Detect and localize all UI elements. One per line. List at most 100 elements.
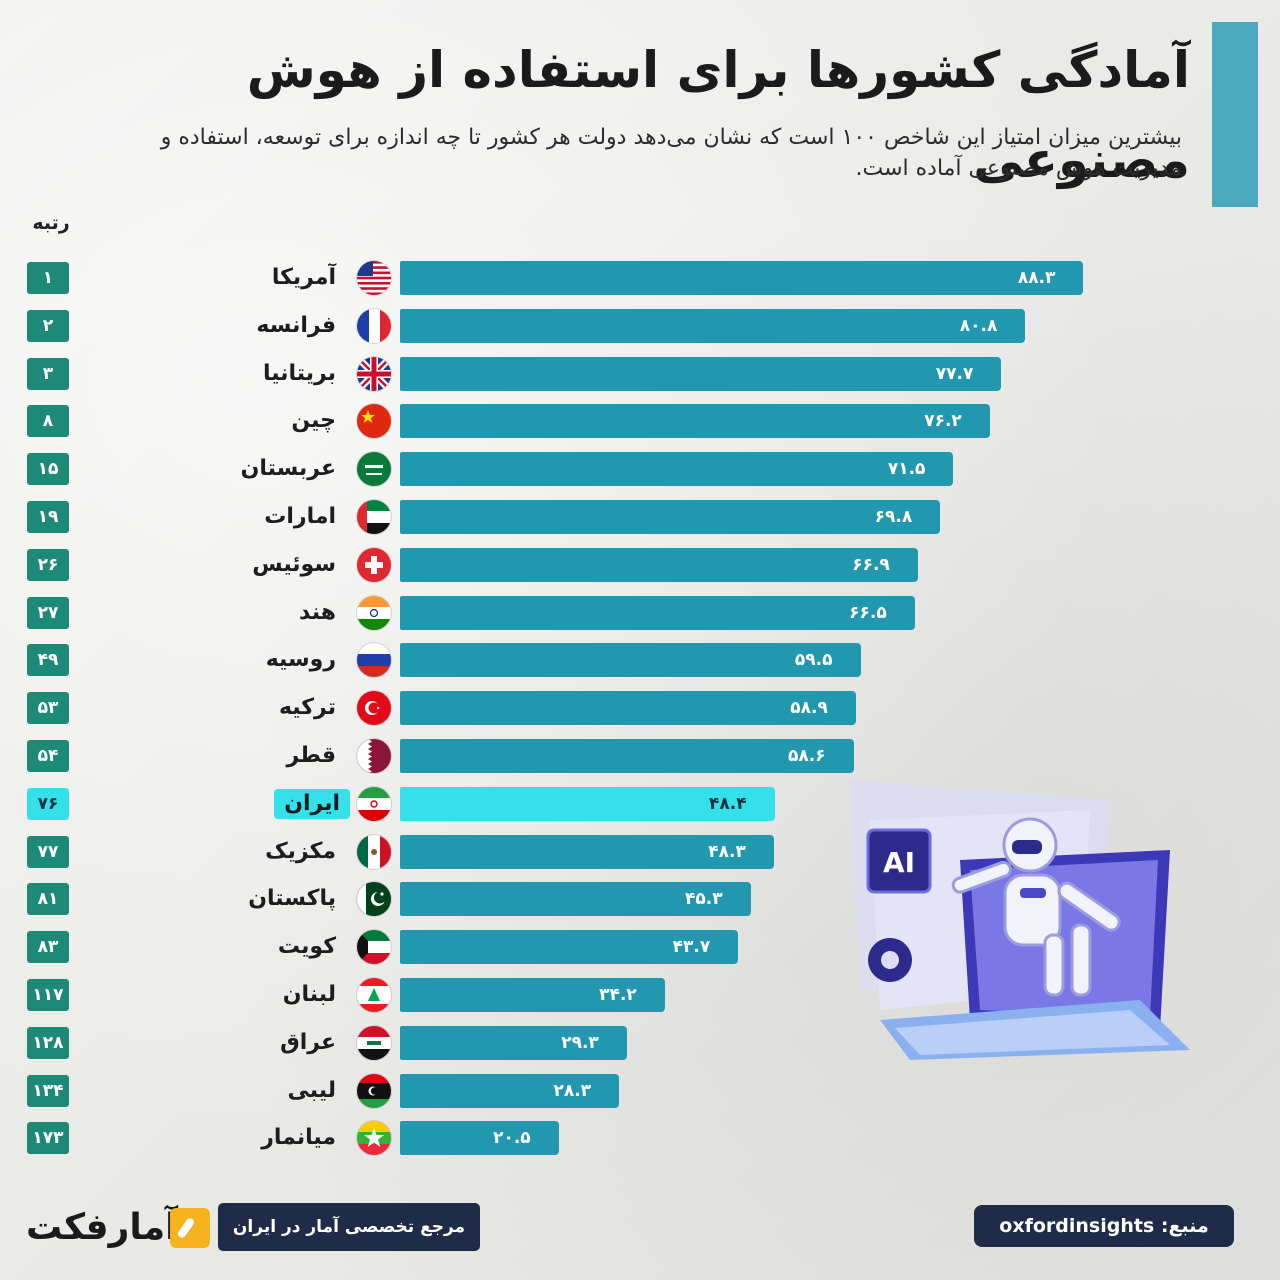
category-label: چین [291,408,336,434]
bar-row: ۵۳ ترکیه ۵۸.۹ [0,690,1280,726]
data-label: ۵۸.۹ [790,698,828,719]
bar-mark: ۴۸.۴ [400,786,775,821]
bar-row: ۱۳۴ لیبی ۲۸.۳ [0,1073,1280,1109]
title-accent-bar [1212,22,1258,207]
data-label: ۷۶.۲ [924,411,962,432]
rank-badge: ۷۶ [27,787,69,820]
bar-mark: ۶۶.۹ [400,547,918,582]
bar-row: ۲۶ سوئیس ۶۶.۹ [0,547,1280,583]
bar-row: ۴۹ روسیه ۵۹.۵ [0,642,1280,678]
data-label: ۲۹.۳ [561,1032,599,1053]
category-label: پاکستان [248,886,336,912]
category-label: مکزیک [265,838,336,864]
category-label: سوئیس [252,551,336,577]
data-label: ۶۹.۸ [874,507,913,527]
rank-badge: ۵۳ [27,692,69,725]
data-label: ۸۸.۳ [1017,268,1056,288]
rank-badge: ۲۶ [27,548,69,581]
data-label: ۷۱.۵ [887,459,926,480]
data-label: ۴۳.۷ [672,937,711,958]
bar-mark: ۸۰.۸ [400,308,1026,343]
bar-mark: ۴۳.۷ [400,930,739,965]
rank-badge: ۲۷ [27,596,69,629]
rank-column-header: رتبه [32,212,70,234]
rank-badge: ۱۹ [27,501,69,533]
category-label: لیبی [287,1077,336,1103]
flag-china-icon [357,404,391,439]
bar-mark: ۷۶.۲ [400,404,990,439]
brand-logo-text: آمارفکت [26,1207,178,1248]
rank-badge: ۱ [27,262,69,294]
flag-iran-icon [357,786,391,821]
chart-subtitle: بیشترین میزان امتیاز این شاخص ۱۰۰ است که… [160,125,1182,181]
bar-row: ۱۵ عربستان ۷۱.۵ [0,451,1280,487]
bar-mark: ۲۹.۳ [400,1025,627,1060]
bar-row: ۸۱ پاکستان ۴۵.۳ [0,881,1280,917]
category-label: بریتانیا [263,360,336,386]
robot-laptop-icon: AI [840,760,1200,1060]
bar-mark: ۷۷.۷ [400,356,1002,391]
data-label: ۴۵.۳ [685,889,723,910]
data-label: ۴۸.۴ [709,793,747,814]
bar-row: ۸۳ کویت ۴۳.۷ [0,929,1280,965]
category-label: قطر [286,743,336,768]
rank-badge: ۱۱۷ [27,979,69,1011]
data-label: ۶۶.۵ [849,602,887,623]
rank-badge: ۸۱ [27,883,69,916]
bar-row: ۸ چین ۷۶.۲ [0,403,1280,439]
bar-mark: ۲۰.۵ [400,1121,559,1156]
flag-india-icon [357,595,391,630]
bar-mark: ۴۸.۳ [400,834,774,869]
flag-uae-icon [357,500,391,534]
bar-row: ۱۲۸ عراق ۲۹.۳ [0,1025,1280,1061]
flag-mexico-icon [357,834,391,869]
data-label: ۸۰.۸ [959,315,998,336]
data-label: ۵۹.۵ [794,650,833,671]
flag-usa-icon [357,261,391,295]
category-label: کویت [277,934,336,960]
flag-myanmar-icon [357,1121,391,1156]
bar-row: ۱۷۳ میانمار ۲۰.۵ [0,1120,1280,1156]
flag-saudi-icon [357,452,391,487]
bar-mark: ۵۸.۶ [400,739,854,773]
bar-row: ۷۶ ایران ۴۸.۴ [0,786,1280,822]
rank-badge: ۵۴ [27,740,69,772]
source-label: منبع: oxfordinsights [974,1205,1234,1247]
rank-badge: ۳ [27,357,69,390]
category-label: عربستان [240,456,336,482]
bar-row: ۱۹ امارات ۶۹.۸ [0,499,1280,535]
flag-lebanon-icon [357,978,391,1012]
bar-row: ۳ بریتانیا ۷۷.۷ [0,356,1280,392]
bar-mark: ۵۸.۹ [400,691,856,726]
flag-pakistan-icon [357,882,391,917]
brand-logo-icon [170,1208,210,1248]
data-label: ۵۸.۶ [787,746,826,766]
rank-badge: ۸۳ [27,931,69,964]
flag-libya-icon [357,1073,391,1108]
category-label: عراق [280,1029,336,1055]
flag-iraq-icon [357,1025,391,1060]
category-label: آمریکا [271,265,336,290]
bar-mark: ۷۱.۵ [400,452,954,487]
category-label: لبنان [282,982,336,1007]
flag-switzerland-icon [357,547,391,582]
flag-france-icon [357,308,391,343]
category-label: میانمار [261,1125,336,1151]
flag-turkey-icon [357,691,391,726]
flag-uk-icon [357,356,391,391]
data-label: ۷۷.۷ [935,363,974,384]
illustration-chip-label: AI [883,846,915,879]
rank-badge: ۱۳۴ [27,1074,69,1107]
data-label: ۲۰.۵ [493,1128,531,1149]
category-label: امارات [264,504,336,529]
bar-row: ۵۴ قطر ۵۸.۶ [0,738,1280,774]
bar-mark: ۳۴.۲ [400,978,665,1012]
brand-tagline: مرجع تخصصی آمار در ایران [218,1203,480,1251]
rank-badge: ۱۵ [27,453,69,486]
bar-row: ۷۷ مکزیک ۴۸.۳ [0,834,1280,870]
category-label: فرانسه [256,312,336,338]
bar-row: ۱ آمریکا ۸۸.۳ [0,260,1280,296]
bar-row: ۲ فرانسه ۸۰.۸ [0,308,1280,344]
